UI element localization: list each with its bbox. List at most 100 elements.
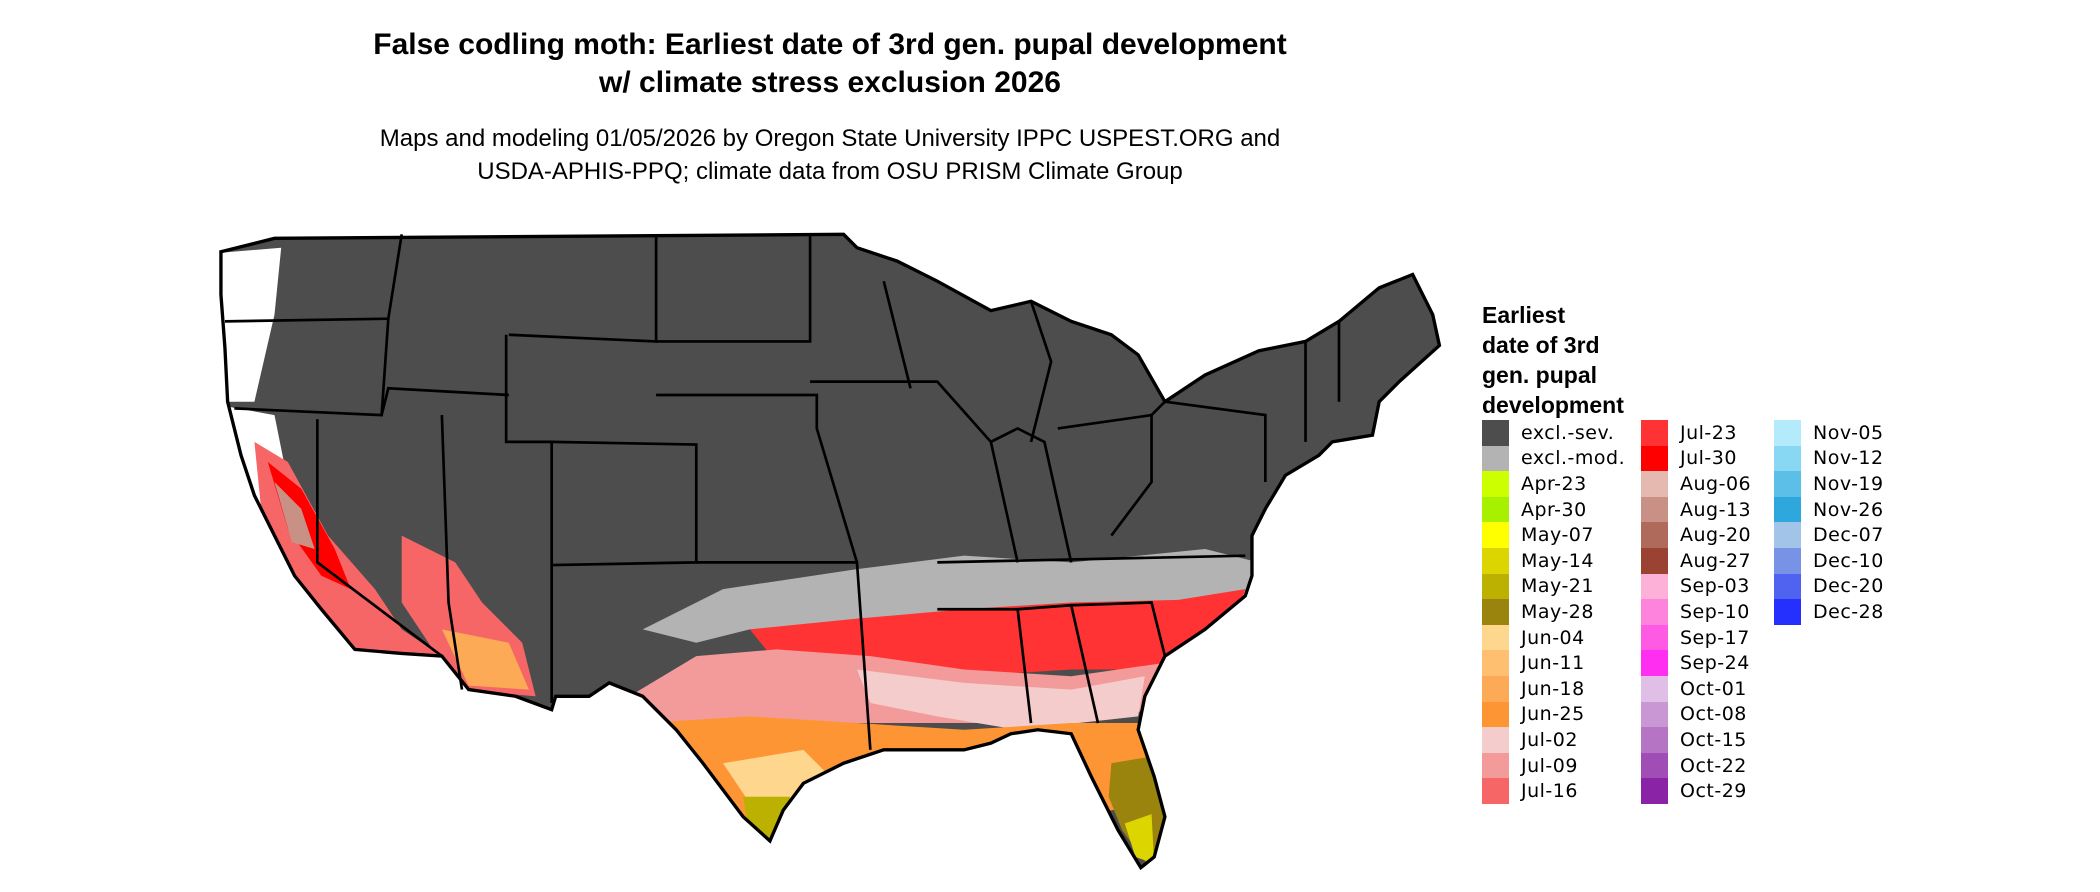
legend-swatch bbox=[1774, 599, 1801, 625]
legend-title-line: development bbox=[1482, 392, 1624, 418]
legend-title-line: Earliest bbox=[1482, 302, 1566, 328]
legend-swatch bbox=[1774, 420, 1801, 446]
legend-swatch bbox=[1774, 496, 1801, 523]
legend-swatch bbox=[1641, 778, 1668, 804]
legend-item: Jul-02 bbox=[1482, 727, 1625, 753]
legend-swatch bbox=[1641, 624, 1668, 651]
legend-item: Apr-23 bbox=[1482, 471, 1625, 497]
state-borders bbox=[224, 234, 1341, 750]
legend-swatch bbox=[1641, 573, 1668, 600]
legend-label: excl.-mod. bbox=[1521, 447, 1626, 470]
legend-label: Dec-28 bbox=[1813, 600, 1884, 623]
legend-swatch bbox=[1482, 752, 1509, 779]
legend-item: Dec-20 bbox=[1774, 573, 1884, 600]
region-california-jul30 bbox=[267, 461, 351, 590]
legend-swatch bbox=[1774, 547, 1801, 574]
legend-swatch bbox=[1641, 727, 1668, 753]
legend-swatch bbox=[1641, 547, 1668, 574]
legend-item: Jul-23 bbox=[1641, 420, 1751, 446]
legend-swatch bbox=[1774, 522, 1801, 548]
legend-label: Nov-05 bbox=[1813, 421, 1884, 444]
legend-label: Sep-10 bbox=[1680, 600, 1750, 623]
legend-swatch bbox=[1482, 445, 1509, 472]
legend-item: Jun-25 bbox=[1482, 701, 1625, 728]
legend-label: Dec-20 bbox=[1813, 575, 1884, 598]
region-arizona-orange bbox=[441, 629, 529, 690]
legend-item: excl.-mod. bbox=[1482, 445, 1626, 472]
legend-label: Sep-03 bbox=[1680, 575, 1750, 598]
legend-item: Sep-03 bbox=[1641, 573, 1751, 600]
title-line-1: False codling moth: Earliest date of 3rd… bbox=[373, 28, 1287, 61]
legend-swatch bbox=[1641, 675, 1668, 702]
legend-label: Jul-16 bbox=[1521, 780, 1578, 803]
legend-label: Aug-27 bbox=[1680, 549, 1752, 572]
legend-item: May-14 bbox=[1482, 547, 1625, 574]
legend-title: Earliest date of 3rd gen. pupal developm… bbox=[1482, 300, 1682, 420]
legend-label: May-14 bbox=[1521, 549, 1594, 572]
legend-label: Jul-09 bbox=[1521, 754, 1578, 777]
legend-column: Jul-23 Jul-30 Aug-06 Aug-13 Aug-20 Aug-27 Sep-… bbox=[1641, 420, 1751, 804]
legend-label: Sep-24 bbox=[1680, 652, 1750, 675]
legend-item: Nov-12 bbox=[1774, 445, 1884, 472]
legend-item: Nov-19 bbox=[1774, 471, 1884, 497]
legend-label: Jun-25 bbox=[1521, 703, 1585, 726]
legend-label: excl.-sev. bbox=[1521, 421, 1615, 444]
legend-item: Aug-13 bbox=[1641, 496, 1752, 523]
legend-label: Jun-11 bbox=[1521, 652, 1585, 675]
legend-label: Jun-04 bbox=[1521, 626, 1585, 649]
legend-swatch bbox=[1482, 727, 1509, 753]
legend-item: Nov-26 bbox=[1774, 496, 1884, 523]
legend-swatch bbox=[1641, 471, 1668, 497]
legend-label: Nov-12 bbox=[1813, 447, 1884, 470]
legend-label: Oct-01 bbox=[1680, 677, 1747, 700]
legend-column: excl.-sev. excl.-mod. Apr-23 Apr-30 May-07 Ma… bbox=[1482, 420, 1625, 804]
legend-swatch bbox=[1641, 701, 1668, 728]
legend-label: Jul-02 bbox=[1521, 728, 1578, 751]
legend-item: Aug-20 bbox=[1641, 522, 1751, 548]
legend-label: Sep-17 bbox=[1680, 626, 1750, 649]
legend-item: Nov-05 bbox=[1774, 420, 1884, 446]
legend-item: Jul-30 bbox=[1641, 445, 1751, 472]
region-no-data-northwest bbox=[220, 247, 282, 402]
legend-item: May-21 bbox=[1482, 573, 1625, 600]
legend-swatch bbox=[1482, 599, 1509, 625]
legend-label: Oct-15 bbox=[1680, 728, 1747, 751]
legend-item: Jul-09 bbox=[1482, 752, 1625, 779]
legend-label: Oct-22 bbox=[1680, 754, 1747, 777]
legend-swatch bbox=[1641, 445, 1668, 472]
legend-label: Oct-29 bbox=[1680, 780, 1747, 803]
legend-label: Apr-23 bbox=[1521, 472, 1587, 495]
legend-label: Jul-23 bbox=[1680, 421, 1737, 444]
legend-swatch bbox=[1774, 573, 1801, 600]
legend-label: Aug-13 bbox=[1680, 498, 1752, 521]
legend-item: Oct-29 bbox=[1641, 778, 1751, 804]
legend-label: Nov-19 bbox=[1813, 472, 1884, 495]
region-florida-may14 bbox=[1124, 814, 1155, 864]
legend-column: Nov-05 Nov-12 Nov-19 Nov-26 Dec-07 Dec-10 Dec-… bbox=[1774, 420, 1884, 625]
legend-item: Sep-24 bbox=[1641, 650, 1751, 676]
legend-item: Oct-15 bbox=[1641, 727, 1751, 753]
map-body bbox=[219, 232, 1442, 870]
legend-item: Aug-27 bbox=[1641, 547, 1752, 574]
legend-label: Jun-18 bbox=[1521, 677, 1585, 700]
legend-label: Aug-06 bbox=[1680, 472, 1752, 495]
legend-swatch bbox=[1641, 752, 1668, 779]
legend-item: May-28 bbox=[1482, 599, 1625, 625]
legend-label: May-07 bbox=[1521, 524, 1594, 547]
legend-item: Jun-04 bbox=[1482, 624, 1625, 651]
legend-item: Oct-01 bbox=[1641, 675, 1751, 702]
legend-swatch bbox=[1641, 496, 1668, 523]
region-excl-sev bbox=[220, 234, 1440, 868]
legend-swatch bbox=[1641, 650, 1668, 676]
subtitle-line-1: Maps and modeling 01/05/2026 by Oregon S… bbox=[379, 125, 1281, 152]
legend-label: Dec-10 bbox=[1813, 549, 1884, 572]
legend-swatch bbox=[1482, 624, 1509, 651]
legend-title-line: date of 3rd bbox=[1482, 332, 1600, 358]
region-california-aug bbox=[274, 482, 315, 549]
legend-item: Dec-28 bbox=[1774, 599, 1884, 625]
legend-item: Apr-30 bbox=[1482, 496, 1625, 523]
legend-swatch bbox=[1482, 496, 1509, 523]
legend-label: May-21 bbox=[1521, 575, 1594, 598]
map-subtitle: Maps and modeling 01/05/2026 by Oregon S… bbox=[230, 122, 1430, 188]
